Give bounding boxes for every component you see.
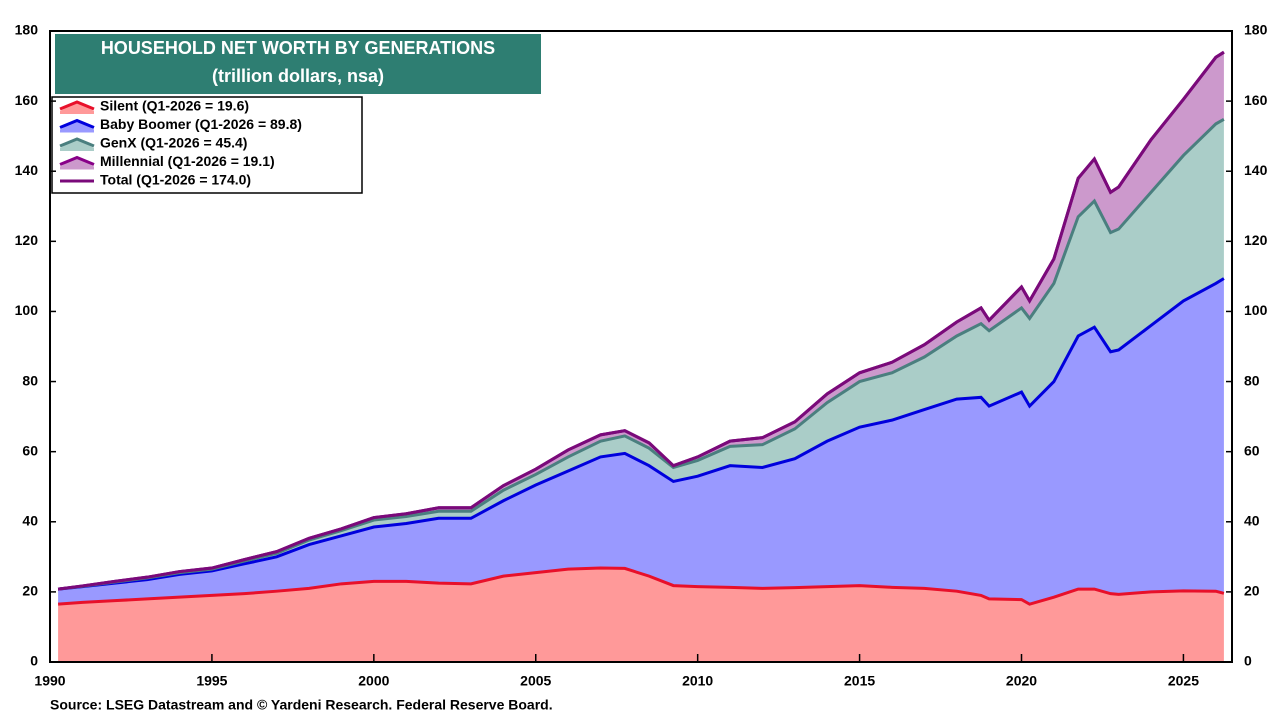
area	[58, 568, 1224, 662]
legend-swatch	[60, 157, 94, 170]
legend-line	[59, 100, 95, 111]
legend-swatch	[60, 139, 94, 151]
legend-line	[59, 118, 95, 129]
x-tick-label: 2000	[358, 673, 389, 689]
x-tick-label: 2020	[1006, 673, 1037, 689]
legend-line	[59, 137, 95, 148]
y2-tick-label: 60	[1244, 442, 1260, 458]
x-tick-label: 2010	[682, 673, 713, 689]
y2-tick-label: 180	[1244, 22, 1268, 38]
y-tick-label: 160	[15, 92, 39, 108]
source-note: Source: LSEG Datastream and © Yardeni Re…	[50, 697, 553, 713]
area	[58, 119, 1224, 590]
y2-tick-label: 20	[1244, 583, 1260, 599]
y2-tick-label: 40	[1244, 512, 1260, 528]
y2-tick-label: 160	[1244, 92, 1268, 108]
legend-label: Millennial (Q1-2026 = 19.1)	[100, 153, 275, 169]
y2-tick-label: 80	[1244, 372, 1260, 388]
y2-tick-label: 0	[1244, 653, 1252, 669]
y-tick-label: 60	[22, 442, 38, 458]
legend-label: Baby Boomer (Q1-2026 = 89.8)	[100, 116, 302, 132]
plot-frame	[49, 30, 1233, 663]
y-tick-label: 40	[22, 512, 38, 528]
x-tick-label: 1995	[196, 673, 227, 689]
y-tick-label: 20	[22, 583, 38, 599]
y2-tick-label: 120	[1244, 232, 1268, 248]
series-line	[57, 118, 1225, 591]
y-tick-label: 120	[15, 232, 39, 248]
y-tick-label: 100	[15, 302, 39, 318]
legend-swatch	[60, 102, 94, 114]
x-tick-label: 2025	[1168, 673, 1199, 689]
y-tick-label: 180	[15, 22, 39, 38]
plot-area	[57, 50, 1225, 662]
chart-subtitle: (trillion dollars, nsa)	[212, 66, 384, 86]
y-tick-label: 80	[22, 372, 38, 388]
x-tick-label: 2005	[520, 673, 551, 689]
title-box	[55, 34, 541, 94]
legend-label: Total (Q1-2026 = 174.0)	[100, 172, 251, 188]
legend-label: Silent (Q1-2026 = 19.6)	[100, 98, 249, 114]
area	[58, 52, 1224, 590]
legend-label: GenX (Q1-2026 = 45.4)	[100, 135, 247, 151]
legend-box	[51, 96, 363, 194]
y-tick-label: 0	[30, 653, 38, 669]
chart-title: HOUSEHOLD NET WORTH BY GENERATIONS	[101, 38, 495, 58]
legend-swatch	[60, 120, 94, 133]
area	[58, 278, 1224, 605]
x-tick-label: 1990	[34, 673, 65, 689]
series-line	[57, 277, 1225, 591]
legend-line	[59, 155, 95, 166]
y2-tick-label: 140	[1244, 162, 1268, 178]
series-line	[57, 566, 1225, 606]
y2-tick-label: 100	[1244, 302, 1268, 318]
x-tick-label: 2015	[844, 673, 875, 689]
y-tick-label: 140	[15, 162, 39, 178]
series-line	[57, 50, 1225, 591]
